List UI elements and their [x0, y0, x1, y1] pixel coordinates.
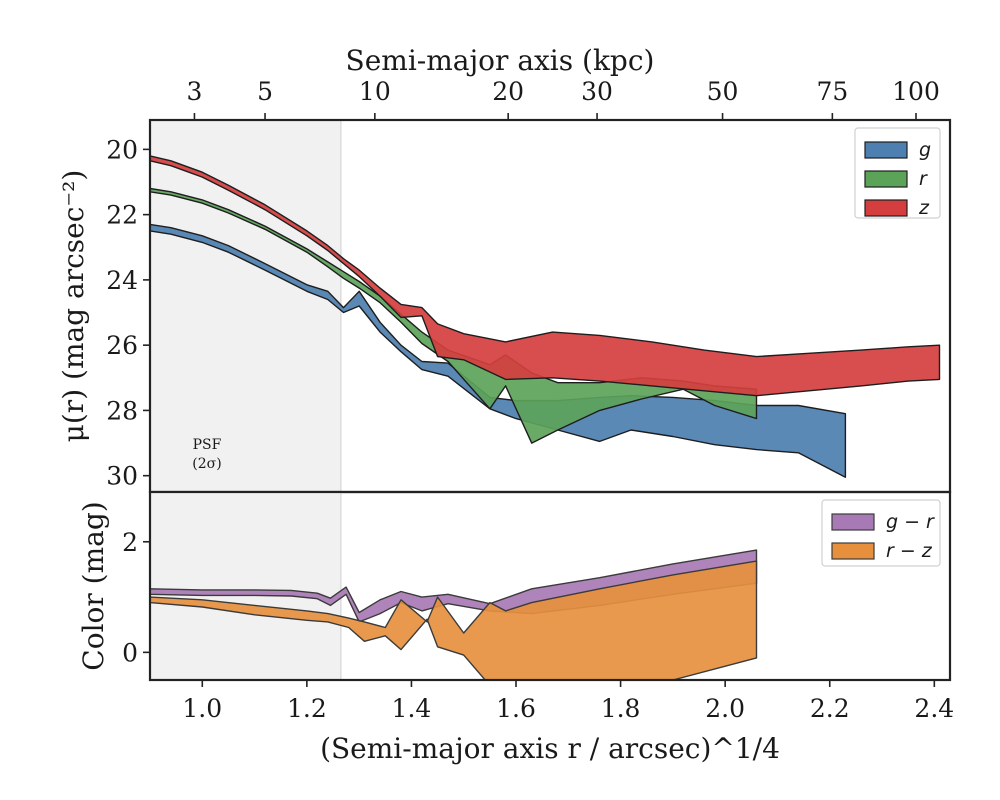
- x-tick-label: 1.0: [182, 694, 222, 723]
- y-tick-label: 20: [106, 135, 138, 164]
- psf-shaded-region-top: [150, 120, 341, 492]
- top-x-tick-label: 30: [581, 77, 613, 106]
- top-x-tick-label: 3: [186, 77, 202, 106]
- band-r: [150, 187, 758, 444]
- legend-swatch-g-minus-r: [831, 513, 875, 531]
- legend-label-r-minus-z: r − z: [886, 540, 933, 562]
- top-x-axis-title: Semi-major axis (kpc): [346, 44, 655, 77]
- legend-label-z: z: [918, 197, 930, 219]
- top-x-tick-label: 10: [359, 77, 391, 106]
- legend-swatch-g: [864, 141, 908, 159]
- psf-label: PSF: [193, 437, 222, 453]
- band-r-minus-z: [150, 560, 758, 680]
- color-y-tick-label: 0: [122, 638, 138, 667]
- surface-brightness-panel: 20 22 24 26 28 30 3 5 10 20 30 50 75 100 grz PSF (2σ…: [57, 44, 952, 494]
- x-tick-label: 1.2: [287, 694, 327, 723]
- y-tick-label: 26: [106, 331, 138, 360]
- top-x-tick-label: 100: [892, 77, 940, 106]
- legend-label-r: r: [919, 168, 928, 190]
- x-tick-label: 2.4: [914, 694, 954, 723]
- color-panel: 0 2 1.0 1.2 1.4 1.6 1.8 2.0 2.2 2.4 g − r r − z C…: [77, 490, 954, 765]
- legend-label-g: g: [919, 139, 931, 161]
- color-y-tick-label: 2: [122, 528, 138, 557]
- y-axis-title-surface-brightness: μ(r) (mag arcsec⁻²): [57, 170, 90, 443]
- top-x-tick-label: 75: [816, 77, 848, 106]
- x-tick-label: 2.0: [705, 694, 745, 723]
- legend-swatch-z: [864, 199, 908, 217]
- y-axis-title-color: Color (mag): [77, 501, 110, 670]
- x-tick-label: 1.4: [392, 694, 432, 723]
- band-g: [150, 223, 847, 478]
- bottom-panel-frame: [148, 490, 952, 682]
- y-tick-label: 30: [106, 462, 138, 491]
- psf-shaded-region-bottom: [150, 492, 341, 680]
- legend-swatch-r: [864, 170, 908, 188]
- top-x-tick-label: 5: [257, 77, 273, 106]
- legend-label-g-minus-r: g − r: [886, 511, 935, 533]
- x-tick-label: 1.8: [601, 694, 641, 723]
- band-z: [150, 155, 941, 397]
- x-axis-title: (Semi-major axis r / arcsec)^1/4: [320, 732, 780, 765]
- top-x-tick-label: 50: [707, 77, 739, 106]
- y-tick-label: 24: [106, 266, 138, 295]
- legend-swatch-r-minus-z: [831, 542, 875, 560]
- y-tick-label: 22: [106, 201, 138, 230]
- x-tick-label: 2.2: [810, 694, 850, 723]
- top-x-tick-label: 20: [492, 77, 524, 106]
- y-tick-label: 28: [106, 396, 138, 425]
- psf-sublabel: (2σ): [192, 456, 221, 472]
- x-tick-label: 1.6: [496, 694, 536, 723]
